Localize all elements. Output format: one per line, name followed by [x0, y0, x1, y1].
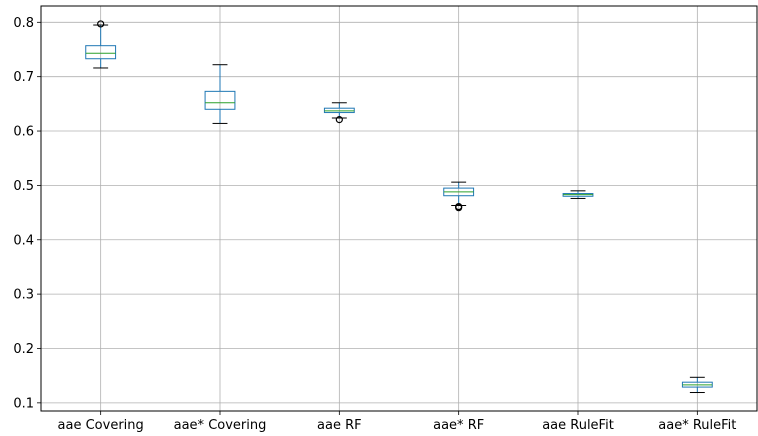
box-body — [85, 45, 117, 60]
y-tick-label: 0.2 — [13, 342, 34, 357]
box-group — [85, 20, 117, 69]
outlier-point — [335, 116, 343, 124]
outlier-point — [455, 204, 463, 212]
box-group — [323, 102, 355, 124]
box-layer — [85, 20, 713, 394]
plot-frame — [40, 5, 758, 412]
box-group — [443, 181, 475, 212]
tick-layer: 0.1 0.2 0.3 0.4 0.5 0.6 0.7 0.8 aae Covering aae*… — [13, 16, 736, 433]
x-tick-label: aae* Covering — [174, 418, 267, 433]
y-tick-label: 0.1 — [13, 396, 34, 411]
box-body — [204, 90, 236, 110]
y-tick-label: 0.5 — [13, 179, 34, 194]
x-tick-label: aae* RuleFit — [658, 418, 736, 433]
grid-layer — [41, 6, 757, 411]
x-tick-label: aae RuleFit — [542, 418, 614, 433]
box-group — [681, 376, 713, 394]
y-tick-label: 0.4 — [13, 233, 34, 248]
outlier-point — [97, 20, 105, 28]
box-body — [323, 107, 355, 114]
box-group — [204, 64, 236, 124]
x-tick-label: aae Covering — [58, 418, 144, 433]
y-tick-label: 0.8 — [13, 16, 34, 31]
box-group — [562, 190, 594, 199]
x-tick-label: aae* RF — [433, 418, 484, 433]
x-tick-label: aae RF — [317, 418, 362, 433]
y-tick-label: 0.7 — [13, 70, 34, 85]
y-tick-label: 0.3 — [13, 288, 34, 303]
y-tick-label: 0.6 — [13, 125, 34, 140]
